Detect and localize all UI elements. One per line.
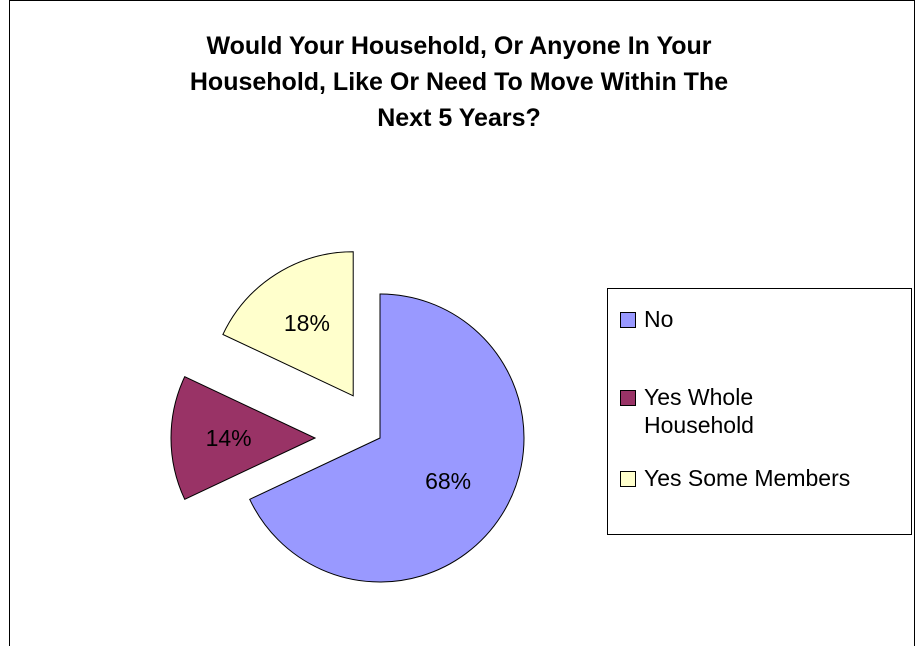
- legend-swatch-no: [620, 312, 636, 328]
- legend-swatch-yes-some: [620, 471, 636, 487]
- chart-title: Would Your Household, Or Anyone In Your …: [9, 28, 909, 136]
- chart-title-line-1: Would Your Household, Or Anyone In Your: [206, 32, 712, 60]
- legend-item-yes-whole: Yes Whole Household: [620, 383, 914, 439]
- pie-slice-yes-some-members: [222, 251, 354, 397]
- legend-swatch-yes-whole: [620, 390, 636, 406]
- legend-item-no: No: [620, 305, 914, 333]
- pie-label-yes-some-members: 18%: [284, 310, 330, 336]
- pie-slice-no: [249, 293, 525, 583]
- pie-slice-yes-whole-household: [170, 376, 317, 500]
- legend-label-yes-whole-line-1: Yes Whole: [644, 384, 754, 410]
- chart-title-line-2: Household, Like Or Need To Move Within T…: [189, 68, 729, 96]
- pie-label-yes-whole-household: 14%: [206, 425, 252, 451]
- legend-item-yes-some: Yes Some Members: [620, 464, 914, 492]
- legend: No Yes Whole Household Yes Some Members: [607, 288, 912, 535]
- pie-label-no: 68%: [425, 468, 471, 494]
- legend-label-yes-some: Yes Some Members: [644, 465, 851, 491]
- chart-title-line-3: Next 5 Years?: [377, 104, 541, 132]
- legend-label-yes-whole-line-2: Household: [644, 412, 754, 438]
- legend-label-no: No: [644, 306, 674, 332]
